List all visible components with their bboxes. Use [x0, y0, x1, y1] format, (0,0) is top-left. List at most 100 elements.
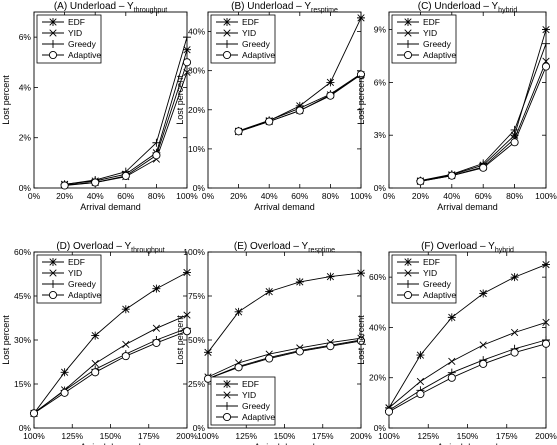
legend-marker-greedy [404, 40, 412, 48]
data-point-adaptive [326, 342, 335, 351]
data-point-edf [416, 351, 425, 360]
x-tick-label: 0% [202, 191, 215, 201]
data-point-adaptive [416, 390, 425, 399]
data-point-adaptive [510, 138, 519, 147]
data-point-edf [542, 25, 550, 34]
y-tick-label: 20% [188, 105, 205, 115]
y-axis-label: Lost percent [175, 75, 185, 125]
data-point-adaptive [356, 336, 366, 345]
legend-marker-adaptive [222, 50, 232, 60]
data-point-adaptive [182, 58, 192, 67]
data-point-adaptive [356, 70, 366, 79]
data-point-greedy [542, 39, 550, 48]
x-tick-label: 125% [417, 431, 439, 441]
legend-marker-yid [223, 29, 231, 37]
legend-label: Greedy [423, 39, 452, 49]
data-point-edf [265, 287, 274, 296]
x-tick-label: 80% [148, 191, 165, 201]
panel-title-main: (F) Overload – Y [421, 241, 495, 252]
panel-title-main: (C) Underload – Y [418, 1, 499, 12]
data-point-adaptive [60, 181, 69, 190]
panel-a: (A) Underload – Ythroughput 0% 2% 4% 6% 0% 20%… [1, 1, 198, 212]
data-point-adaptive [295, 347, 304, 356]
data-point-adaptive [91, 178, 100, 187]
panel-title: (F) Overload – Yhybrid [421, 241, 514, 254]
legend-marker-yid [49, 269, 57, 277]
data-point-adaptive [203, 374, 213, 383]
y-tick-label: 50% [188, 335, 205, 345]
data-point-adaptive [265, 117, 274, 126]
x-tick-label: 40% [261, 191, 278, 201]
panel-title: (E) Overload – Yresptime [234, 241, 335, 254]
y-tick-label: 60% [369, 272, 386, 282]
panel-title-subscript: resptime [311, 7, 338, 14]
legend-marker-yid [404, 29, 412, 37]
data-point-yid [448, 357, 456, 365]
x-tick-label: 200% [176, 431, 198, 441]
data-point-adaptive [234, 127, 243, 136]
data-point-edf [479, 289, 488, 298]
legend-marker-greedy [49, 40, 57, 48]
data-point-adaptive [265, 354, 274, 363]
legend-label: EDF [423, 257, 440, 267]
y-tick-label: 100% [183, 247, 205, 257]
panel-title: (A) Underload – Ythroughput [54, 1, 167, 14]
legend-label: Adaptive [242, 50, 275, 60]
legend-marker-edf [49, 258, 57, 266]
legend-marker-yid [223, 391, 231, 399]
series-line-adaptive [207, 340, 362, 380]
legend-label: EDF [423, 17, 440, 27]
legend-label: Greedy [242, 401, 271, 411]
legend-label: Greedy [68, 39, 97, 49]
panel-title-main: (E) Overload – Y [234, 241, 309, 252]
data-point-yid [122, 340, 130, 349]
panel-title-main: (A) Underload – Y [54, 1, 134, 12]
panel-title-subscript: resptime [308, 247, 335, 254]
panel-title-main: (D) Overload – Y [56, 241, 131, 252]
data-point-adaptive [152, 338, 161, 347]
data-point-yid [91, 359, 99, 368]
x-tick-label: 200% [350, 431, 372, 441]
legend-label: YID [423, 28, 437, 38]
x-tick-label: 40% [87, 191, 104, 201]
x-tick-label: 200% [535, 431, 557, 441]
panel-b: (B) Underload – Yresptime 0% 10% 20% 30% 40% 0… [175, 1, 372, 212]
legend-marker-adaptive [403, 50, 413, 60]
legend-label: Adaptive [68, 50, 101, 60]
y-axis-label: Lost percent [356, 315, 366, 365]
legend-label: Greedy [68, 279, 97, 289]
series-line-yid [388, 321, 547, 409]
x-tick-label: 125% [235, 431, 257, 441]
data-point-greedy [183, 33, 191, 42]
data-point-edf [542, 260, 550, 269]
plot-frame [207, 11, 362, 189]
panel-d: (D) Overload – Ythroughput 0% 15% 30% 45% 60%… [1, 241, 198, 445]
x-tick-label: 80% [322, 191, 339, 201]
legend-label: EDF [242, 17, 259, 27]
series-line-yid [207, 337, 362, 378]
x-tick-label: 150% [274, 431, 296, 441]
panel-c: (C) Underload – Yhybrid 0% 3% 6% 9% 0% 20% 40% 6… [356, 1, 557, 212]
data-point-edf [357, 269, 365, 278]
legend-label: YID [68, 28, 82, 38]
series-line-edf [33, 272, 188, 414]
plot-frame [388, 11, 547, 189]
series-line-edf [388, 264, 547, 409]
data-point-greedy [510, 125, 519, 134]
data-point-edf [121, 305, 130, 314]
panel-title-subscript: hybrid [498, 7, 517, 14]
legend-marker-yid [404, 269, 412, 277]
data-point-adaptive [152, 151, 161, 160]
legend-label: EDF [242, 379, 259, 389]
panel-e: (E) Overload – Yresptime 0% 25% 50% 75% 100% 1… [175, 241, 372, 445]
x-tick-label: 40% [443, 191, 460, 201]
y-tick-label: 30% [188, 66, 205, 76]
data-point-adaptive [541, 62, 551, 71]
